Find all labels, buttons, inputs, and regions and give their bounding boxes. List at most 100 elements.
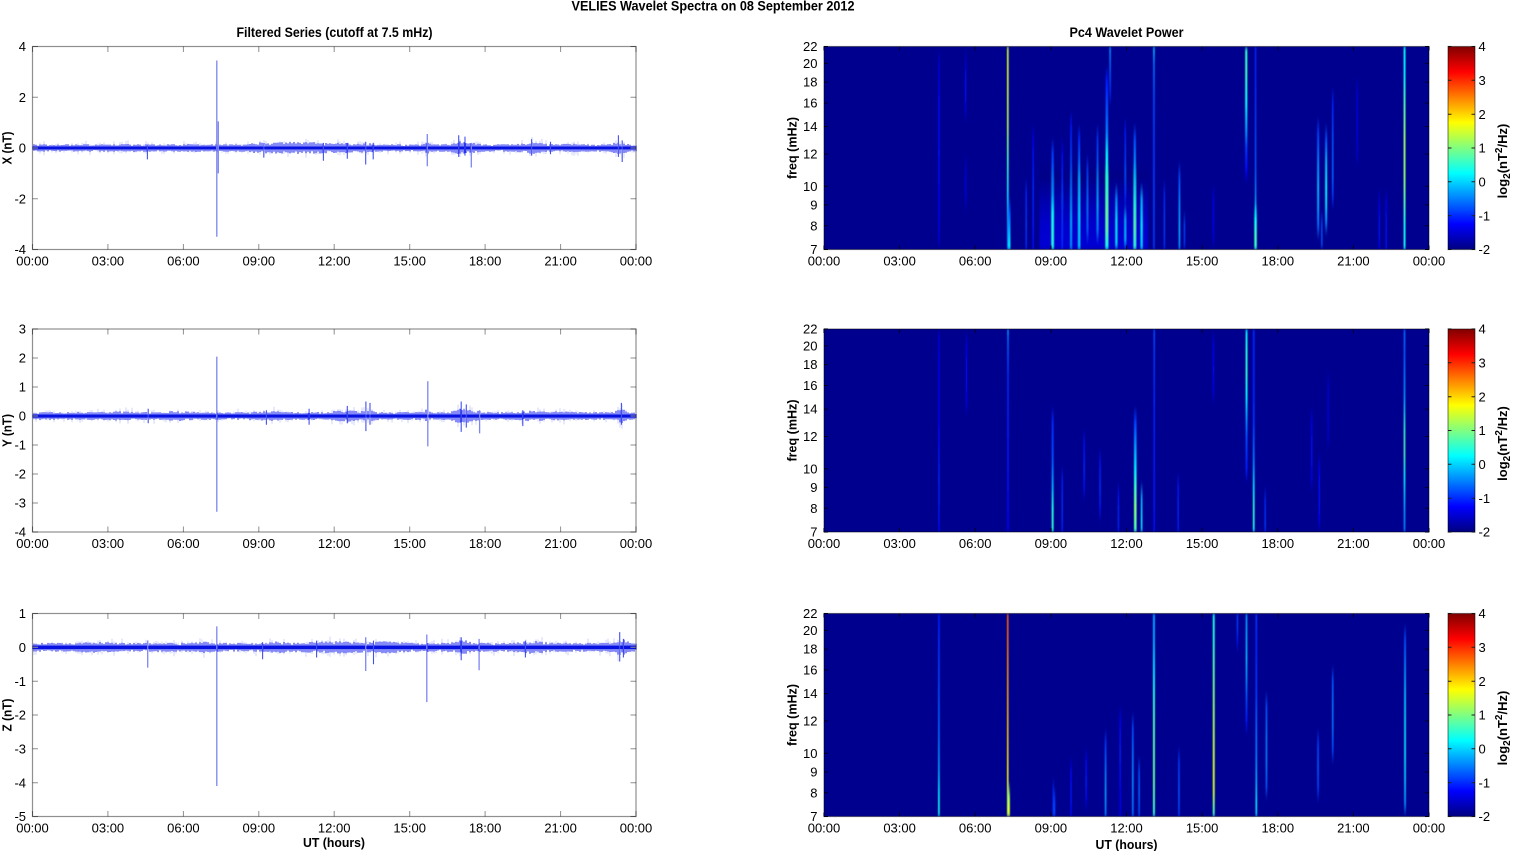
svg-text:log2(nT2/Hz): log2(nT2/Hz) [1494, 406, 1513, 481]
svg-text:15:00: 15:00 [1186, 821, 1219, 836]
svg-text:8: 8 [810, 501, 817, 516]
svg-text:15:00: 15:00 [393, 821, 426, 836]
svg-text:16: 16 [803, 663, 817, 678]
svg-text:Z (nT): Z (nT) [0, 699, 15, 732]
svg-text:-4: -4 [14, 775, 26, 790]
svg-text:00:00: 00:00 [16, 254, 49, 269]
svg-text:0: 0 [19, 409, 26, 424]
svg-text:-1: -1 [14, 438, 26, 453]
svg-text:15:00: 15:00 [393, 254, 426, 269]
svg-text:21:00: 21:00 [544, 254, 577, 269]
svg-text:3: 3 [1479, 73, 1486, 88]
svg-text:3: 3 [1479, 355, 1486, 370]
svg-text:1: 1 [1479, 708, 1486, 723]
svg-text:15:00: 15:00 [1186, 254, 1219, 269]
svg-text:0: 0 [1479, 174, 1486, 189]
svg-text:03:00: 03:00 [883, 536, 916, 551]
svg-text:12:00: 12:00 [318, 254, 351, 269]
svg-text:09:00: 09:00 [243, 536, 276, 551]
svg-text:21:00: 21:00 [1337, 821, 1370, 836]
svg-text:18:00: 18:00 [469, 254, 502, 269]
svg-text:-4: -4 [14, 525, 26, 540]
svg-text:-2: -2 [14, 467, 26, 482]
svg-text:-3: -3 [14, 741, 26, 756]
svg-text:1: 1 [19, 380, 26, 395]
svg-text:21:00: 21:00 [544, 536, 577, 551]
svg-text:log2(nT2/Hz): log2(nT2/Hz) [1494, 691, 1513, 766]
svg-text:14: 14 [803, 402, 817, 417]
svg-text:4: 4 [1479, 606, 1486, 621]
svg-text:4: 4 [19, 39, 26, 54]
svg-text:0: 0 [19, 141, 26, 156]
svg-text:-1: -1 [1479, 208, 1491, 223]
svg-text:-2: -2 [14, 191, 26, 206]
svg-text:06:00: 06:00 [167, 536, 200, 551]
svg-text:7: 7 [810, 809, 817, 824]
svg-text:15:00: 15:00 [393, 536, 426, 551]
svg-text:15:00: 15:00 [1186, 536, 1219, 551]
svg-text:log2(nT2/Hz): log2(nT2/Hz) [1494, 124, 1513, 199]
svg-text:12: 12 [803, 714, 817, 729]
svg-text:14: 14 [803, 119, 817, 134]
svg-text:22: 22 [803, 39, 817, 54]
svg-text:-2: -2 [14, 708, 26, 723]
svg-text:8: 8 [810, 218, 817, 233]
svg-text:-2: -2 [1479, 525, 1491, 540]
svg-text:2: 2 [19, 351, 26, 366]
svg-text:22: 22 [803, 322, 817, 337]
svg-text:1: 1 [19, 606, 26, 621]
svg-text:18:00: 18:00 [469, 821, 502, 836]
svg-text:2: 2 [1479, 674, 1486, 689]
svg-text:3: 3 [1479, 640, 1486, 655]
svg-text:10: 10 [803, 179, 817, 194]
svg-text:03:00: 03:00 [883, 821, 916, 836]
svg-text:00:00: 00:00 [808, 821, 841, 836]
svg-text:18:00: 18:00 [1262, 536, 1295, 551]
svg-text:9: 9 [810, 480, 817, 495]
svg-text:0: 0 [1479, 741, 1486, 756]
svg-text:Pc4 Wavelet Power: Pc4 Wavelet Power [1070, 25, 1184, 41]
svg-text:1: 1 [1479, 141, 1486, 156]
svg-text:freq (mHz): freq (mHz) [785, 684, 800, 746]
svg-text:00:00: 00:00 [620, 254, 653, 269]
svg-text:00:00: 00:00 [16, 821, 49, 836]
svg-text:03:00: 03:00 [92, 254, 125, 269]
svg-text:20: 20 [803, 56, 817, 71]
svg-text:06:00: 06:00 [959, 254, 992, 269]
svg-text:2: 2 [1479, 107, 1486, 122]
svg-text:12:00: 12:00 [1110, 254, 1143, 269]
svg-text:22: 22 [803, 606, 817, 621]
svg-text:-2: -2 [1479, 242, 1491, 257]
svg-text:-1: -1 [1479, 775, 1491, 790]
svg-text:06:00: 06:00 [959, 536, 992, 551]
svg-text:00:00: 00:00 [808, 254, 841, 269]
svg-text:-1: -1 [14, 674, 26, 689]
svg-text:10: 10 [803, 746, 817, 761]
svg-text:2: 2 [19, 90, 26, 105]
svg-text:09:00: 09:00 [243, 254, 276, 269]
svg-text:18:00: 18:00 [1262, 821, 1295, 836]
svg-text:18: 18 [803, 75, 817, 90]
svg-text:3: 3 [19, 322, 26, 337]
svg-text:0: 0 [1479, 457, 1486, 472]
svg-text:VELIES Wavelet Spectra on 08 S: VELIES Wavelet Spectra on 08 September 2… [572, 0, 855, 14]
svg-text:12:00: 12:00 [318, 536, 351, 551]
svg-text:-4: -4 [14, 242, 26, 257]
svg-text:21:00: 21:00 [544, 821, 577, 836]
svg-text:-2: -2 [1479, 809, 1491, 824]
svg-text:9: 9 [810, 198, 817, 213]
svg-text:00:00: 00:00 [1413, 821, 1446, 836]
svg-text:12:00: 12:00 [1110, 821, 1143, 836]
svg-text:21:00: 21:00 [1337, 536, 1370, 551]
svg-text:7: 7 [810, 525, 817, 540]
svg-text:06:00: 06:00 [959, 821, 992, 836]
svg-text:20: 20 [803, 623, 817, 638]
svg-text:12: 12 [803, 429, 817, 444]
svg-text:09:00: 09:00 [1035, 254, 1068, 269]
svg-text:UT (hours): UT (hours) [1096, 837, 1158, 851]
svg-text:21:00: 21:00 [1337, 254, 1370, 269]
svg-text:8: 8 [810, 785, 817, 800]
svg-text:18: 18 [803, 642, 817, 657]
svg-text:20: 20 [803, 339, 817, 354]
svg-text:4: 4 [1479, 322, 1486, 337]
